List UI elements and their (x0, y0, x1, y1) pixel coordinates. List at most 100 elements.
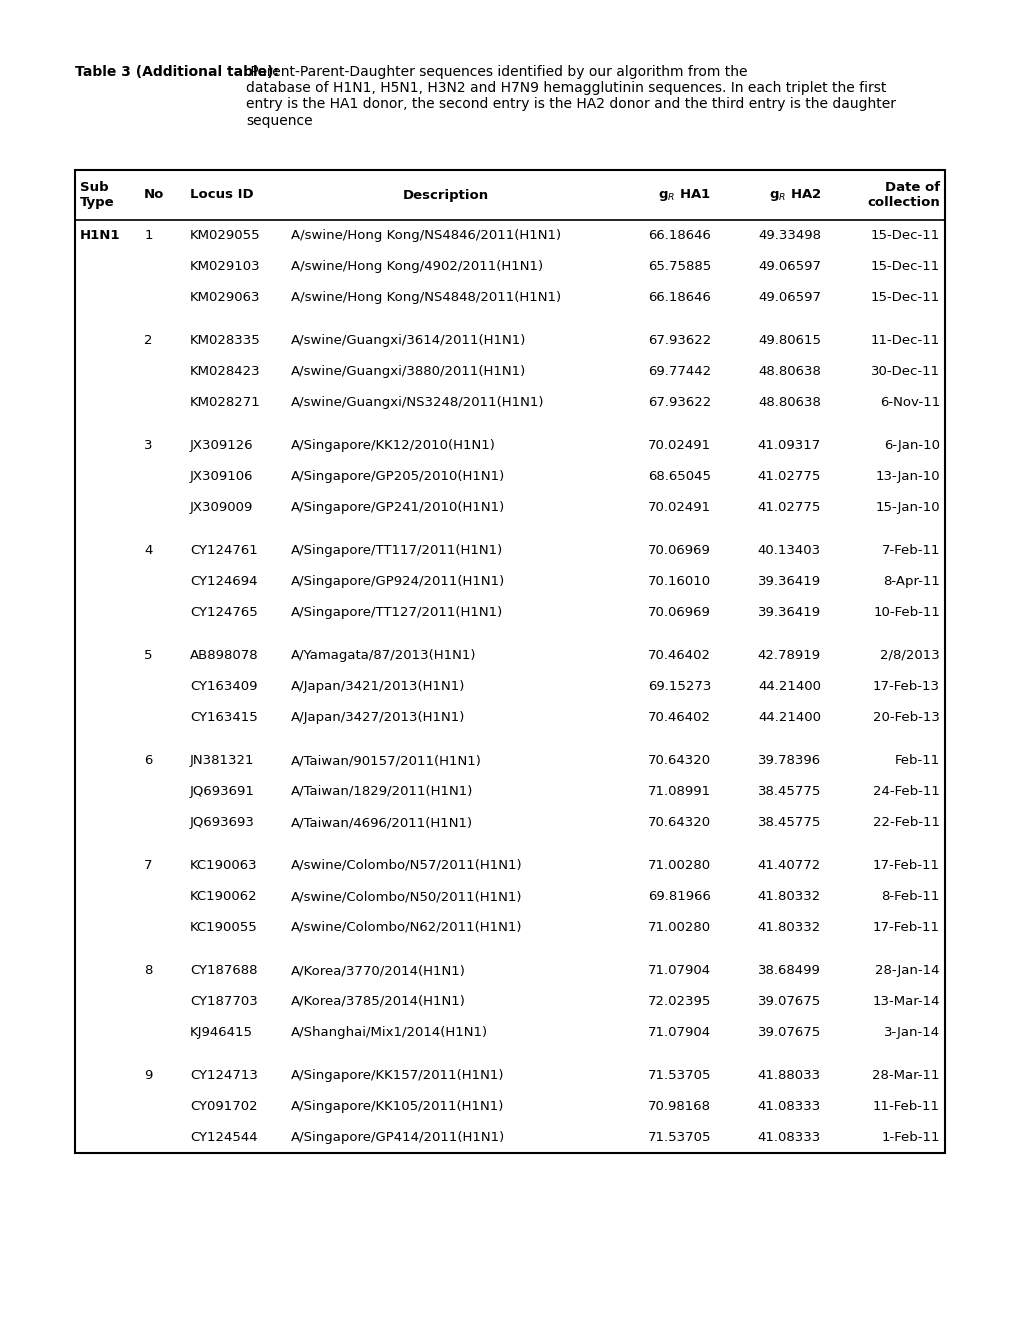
Text: 71.53705: 71.53705 (647, 1069, 710, 1082)
Text: 70.64320: 70.64320 (647, 754, 710, 767)
Text: CY124544: CY124544 (190, 1131, 257, 1144)
Text: 66.18646: 66.18646 (647, 228, 710, 242)
Text: 8: 8 (144, 964, 152, 977)
Text: 13-Mar-14: 13-Mar-14 (871, 995, 940, 1008)
Text: 39.78396: 39.78396 (757, 754, 820, 767)
Text: A/swine/Hong Kong/NS4848/2011(H1N1): A/swine/Hong Kong/NS4848/2011(H1N1) (290, 290, 560, 304)
Text: 68.65045: 68.65045 (647, 470, 710, 483)
Text: 30-Dec-11: 30-Dec-11 (870, 366, 940, 378)
Text: 22-Feb-11: 22-Feb-11 (872, 816, 940, 829)
Text: 67.93622: 67.93622 (647, 396, 710, 409)
Text: CY187688: CY187688 (190, 964, 257, 977)
Text: 8-Apr-11: 8-Apr-11 (882, 576, 940, 587)
Text: Sub
Type: Sub Type (79, 181, 114, 209)
Text: 6: 6 (144, 754, 152, 767)
Text: 41.88033: 41.88033 (757, 1069, 820, 1082)
Text: JX309106: JX309106 (190, 470, 253, 483)
Text: KM028271: KM028271 (190, 396, 261, 409)
Text: 38.45775: 38.45775 (757, 816, 820, 829)
Text: A/Singapore/KK157/2011(H1N1): A/Singapore/KK157/2011(H1N1) (290, 1069, 503, 1082)
Text: A/swine/Guangxi/3880/2011(H1N1): A/swine/Guangxi/3880/2011(H1N1) (290, 366, 526, 378)
Text: 70.06969: 70.06969 (647, 544, 710, 557)
Text: CY163409: CY163409 (190, 680, 257, 693)
Text: 42.78919: 42.78919 (757, 649, 820, 663)
Text: 28-Jan-14: 28-Jan-14 (874, 964, 940, 977)
Text: KC190063: KC190063 (190, 859, 257, 873)
Text: A/Singapore/GP924/2011(H1N1): A/Singapore/GP924/2011(H1N1) (290, 576, 504, 587)
Text: 70.98168: 70.98168 (647, 1100, 710, 1113)
Text: 1-Feb-11: 1-Feb-11 (880, 1131, 940, 1144)
Text: 41.08333: 41.08333 (757, 1131, 820, 1144)
Text: 3-Jan-14: 3-Jan-14 (883, 1026, 940, 1039)
Text: KM029063: KM029063 (190, 290, 260, 304)
Text: CY091702: CY091702 (190, 1100, 257, 1113)
Text: A/swine/Guangxi/NS3248/2011(H1N1): A/swine/Guangxi/NS3248/2011(H1N1) (290, 396, 543, 409)
Text: CY124761: CY124761 (190, 544, 258, 557)
Text: g$_R$ HA2: g$_R$ HA2 (768, 187, 820, 203)
Text: 6-Jan-10: 6-Jan-10 (883, 440, 940, 451)
Text: 49.06597: 49.06597 (757, 290, 820, 304)
Text: A/Singapore/GP205/2010(H1N1): A/Singapore/GP205/2010(H1N1) (290, 470, 504, 483)
Text: 65.75885: 65.75885 (647, 260, 710, 273)
Text: 41.09317: 41.09317 (757, 440, 820, 451)
Text: 70.02491: 70.02491 (647, 502, 710, 513)
Text: 69.15273: 69.15273 (647, 680, 710, 693)
Text: 41.02775: 41.02775 (757, 502, 820, 513)
Text: g$_R$ HA1: g$_R$ HA1 (658, 187, 710, 203)
Text: 1: 1 (144, 228, 153, 242)
Text: 67.93622: 67.93622 (647, 334, 710, 347)
Text: JQ693693: JQ693693 (190, 816, 255, 829)
Text: AB898078: AB898078 (190, 649, 258, 663)
Text: A/swine/Colombo/N50/2011(H1N1): A/swine/Colombo/N50/2011(H1N1) (290, 890, 522, 903)
Text: A/Singapore/KK12/2010(H1N1): A/Singapore/KK12/2010(H1N1) (290, 440, 495, 451)
Text: A/Korea/3785/2014(H1N1): A/Korea/3785/2014(H1N1) (290, 995, 465, 1008)
Text: 70.02491: 70.02491 (647, 440, 710, 451)
Text: CY124694: CY124694 (190, 576, 257, 587)
Text: Feb-11: Feb-11 (894, 754, 940, 767)
Text: CY187703: CY187703 (190, 995, 258, 1008)
Text: 13-Jan-10: 13-Jan-10 (874, 470, 940, 483)
Text: A/Taiwan/4696/2011(H1N1): A/Taiwan/4696/2011(H1N1) (290, 816, 472, 829)
Text: 71.07904: 71.07904 (647, 1026, 710, 1039)
Text: 10-Feb-11: 10-Feb-11 (872, 606, 940, 619)
Text: 71.07904: 71.07904 (647, 964, 710, 977)
Text: 71.53705: 71.53705 (647, 1131, 710, 1144)
Text: 5: 5 (144, 649, 153, 663)
Text: 15-Dec-11: 15-Dec-11 (870, 290, 940, 304)
Text: 41.80332: 41.80332 (757, 921, 820, 935)
Text: 71.08991: 71.08991 (647, 785, 710, 799)
Text: KM029103: KM029103 (190, 260, 260, 273)
Text: 44.21400: 44.21400 (757, 711, 820, 723)
Text: 48.80638: 48.80638 (757, 396, 820, 409)
Text: Description: Description (403, 189, 488, 202)
Text: 15-Dec-11: 15-Dec-11 (870, 228, 940, 242)
Text: A/Korea/3770/2014(H1N1): A/Korea/3770/2014(H1N1) (290, 964, 465, 977)
Text: 20-Feb-13: 20-Feb-13 (872, 711, 940, 723)
Text: 6-Nov-11: 6-Nov-11 (878, 396, 940, 409)
Text: 38.45775: 38.45775 (757, 785, 820, 799)
Text: 9: 9 (144, 1069, 152, 1082)
Text: 17-Feb-11: 17-Feb-11 (872, 921, 940, 935)
Text: A/Singapore/GP414/2011(H1N1): A/Singapore/GP414/2011(H1N1) (290, 1131, 504, 1144)
Text: 49.06597: 49.06597 (757, 260, 820, 273)
Text: 69.77442: 69.77442 (647, 366, 710, 378)
Text: 66.18646: 66.18646 (647, 290, 710, 304)
Text: KC190062: KC190062 (190, 890, 257, 903)
Text: A/Shanghai/Mix1/2014(H1N1): A/Shanghai/Mix1/2014(H1N1) (290, 1026, 487, 1039)
Text: 70.06969: 70.06969 (647, 606, 710, 619)
Text: 2: 2 (144, 334, 153, 347)
Text: A/swine/Guangxi/3614/2011(H1N1): A/swine/Guangxi/3614/2011(H1N1) (290, 334, 526, 347)
Text: KM028335: KM028335 (190, 334, 261, 347)
Text: 17-Feb-11: 17-Feb-11 (872, 859, 940, 873)
Text: CY124765: CY124765 (190, 606, 258, 619)
Text: 39.36419: 39.36419 (757, 606, 820, 619)
Text: 48.80638: 48.80638 (757, 366, 820, 378)
Text: A/Taiwan/90157/2011(H1N1): A/Taiwan/90157/2011(H1N1) (290, 754, 481, 767)
Text: 70.46402: 70.46402 (647, 649, 710, 663)
Text: A/Singapore/KK105/2011(H1N1): A/Singapore/KK105/2011(H1N1) (290, 1100, 503, 1113)
Text: 24-Feb-11: 24-Feb-11 (872, 785, 940, 799)
Text: 41.02775: 41.02775 (757, 470, 820, 483)
Text: 44.21400: 44.21400 (757, 680, 820, 693)
Text: KJ946415: KJ946415 (190, 1026, 253, 1039)
Text: 41.80332: 41.80332 (757, 890, 820, 903)
